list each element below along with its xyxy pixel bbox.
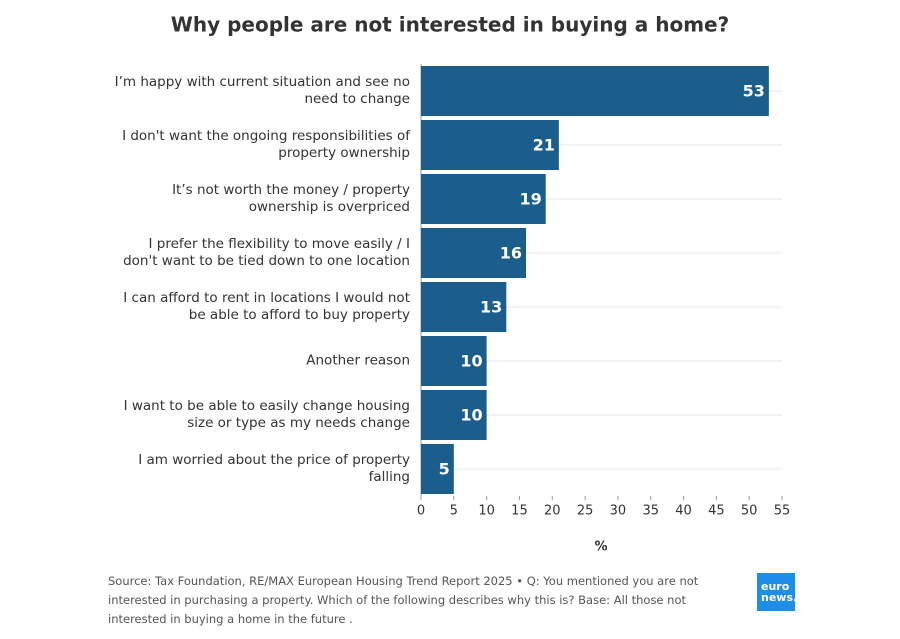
x-tick-label: 5: [450, 504, 458, 519]
bar: [421, 228, 527, 278]
logo-text: news.: [761, 591, 798, 604]
bar: [421, 120, 559, 170]
x-tick-label: 15: [511, 504, 528, 519]
bar: [421, 336, 487, 386]
chart-title: Why people are not interested in buying …: [171, 13, 729, 37]
y-tick-label: I can afford to rent in locations I woul…: [123, 290, 410, 323]
value-label: 5: [439, 460, 450, 479]
y-tick-label: Another reason: [306, 352, 410, 369]
bar: [421, 390, 487, 440]
value-label: 21: [533, 136, 555, 155]
value-label: 10: [460, 406, 482, 425]
y-tick-label: I am worried about the price of property…: [138, 452, 410, 485]
logo: euro news.: [757, 573, 798, 611]
source-note: Source: Tax Foundation, RE/MAX European …: [108, 574, 699, 626]
value-label: 16: [500, 244, 522, 263]
x-tick-label: 20: [544, 504, 561, 519]
x-tick-label: 0: [417, 504, 425, 519]
x-tick-label: 25: [577, 504, 594, 519]
bar: [421, 444, 454, 494]
bar: [421, 174, 546, 224]
value-label: 10: [460, 352, 482, 371]
x-tick-label: 50: [741, 504, 758, 519]
x-tick-label: 35: [642, 504, 659, 519]
y-tick-label: I want to be able to easily change housi…: [123, 398, 410, 431]
x-axis-label: %: [594, 540, 607, 555]
y-tick-label: I don't want the ongoing responsibilitie…: [122, 128, 410, 161]
y-tick-label: I prefer the flexibility to move easily …: [123, 236, 410, 269]
x-tick-label: 30: [610, 504, 627, 519]
y-tick-label: I’m happy with current situation and see…: [114, 74, 410, 107]
value-label: 13: [480, 298, 502, 317]
bar: [421, 66, 769, 116]
logo-text: euro: [761, 580, 790, 593]
bar: [421, 282, 507, 332]
y-tick-label: It’s not worth the money / property owne…: [172, 182, 410, 215]
x-tick-label: 10: [478, 504, 495, 519]
x-tick-label: 55: [774, 504, 791, 519]
value-label: 19: [519, 190, 541, 209]
x-tick-label: 45: [708, 504, 725, 519]
value-label: 53: [743, 82, 765, 101]
x-tick-label: 40: [675, 504, 692, 519]
